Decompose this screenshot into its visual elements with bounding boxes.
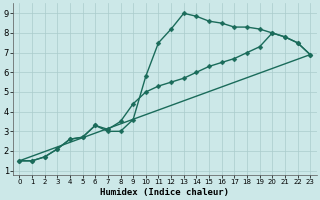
X-axis label: Humidex (Indice chaleur): Humidex (Indice chaleur)	[100, 188, 229, 197]
